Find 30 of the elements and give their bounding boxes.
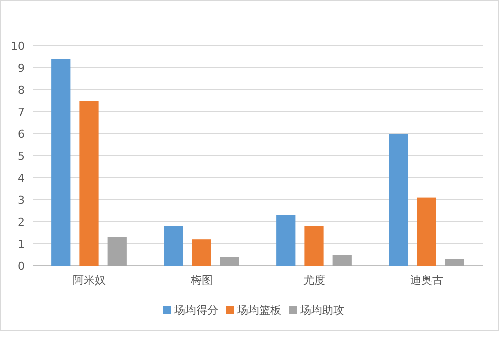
x-tick-label: 迪奥古 [410, 274, 444, 287]
y-tick-label: 1 [18, 238, 25, 251]
y-tick-label: 9 [18, 62, 25, 75]
y-tick-label: 2 [18, 216, 25, 229]
bar [220, 257, 240, 266]
x-tick-label: 梅图 [190, 274, 213, 287]
legend-label: 场均篮板 [236, 304, 282, 317]
bar [389, 134, 408, 266]
bar [192, 240, 212, 266]
legend-label: 场均得分 [174, 304, 218, 317]
y-tick-label: 3 [18, 194, 25, 207]
y-tick-label: 8 [18, 84, 25, 97]
bar [80, 101, 99, 266]
y-tick-label: 4 [18, 172, 25, 185]
bar [108, 237, 127, 266]
y-tick-label: 0 [18, 260, 25, 273]
bar [304, 226, 324, 266]
bar [332, 255, 352, 266]
legend-label: 场均助攻 [300, 304, 344, 317]
bar [276, 215, 296, 266]
x-tick-label: 尤度 [303, 274, 326, 287]
y-tick-label: 10 [11, 40, 25, 53]
x-tick-label: 阿米奴 [72, 274, 106, 287]
bar [164, 226, 184, 266]
y-tick-label: 5 [18, 150, 25, 163]
bar [417, 198, 436, 266]
y-tick-label: 7 [18, 106, 25, 119]
y-tick-label: 6 [18, 128, 25, 141]
bar [445, 259, 464, 266]
bar [52, 59, 71, 266]
